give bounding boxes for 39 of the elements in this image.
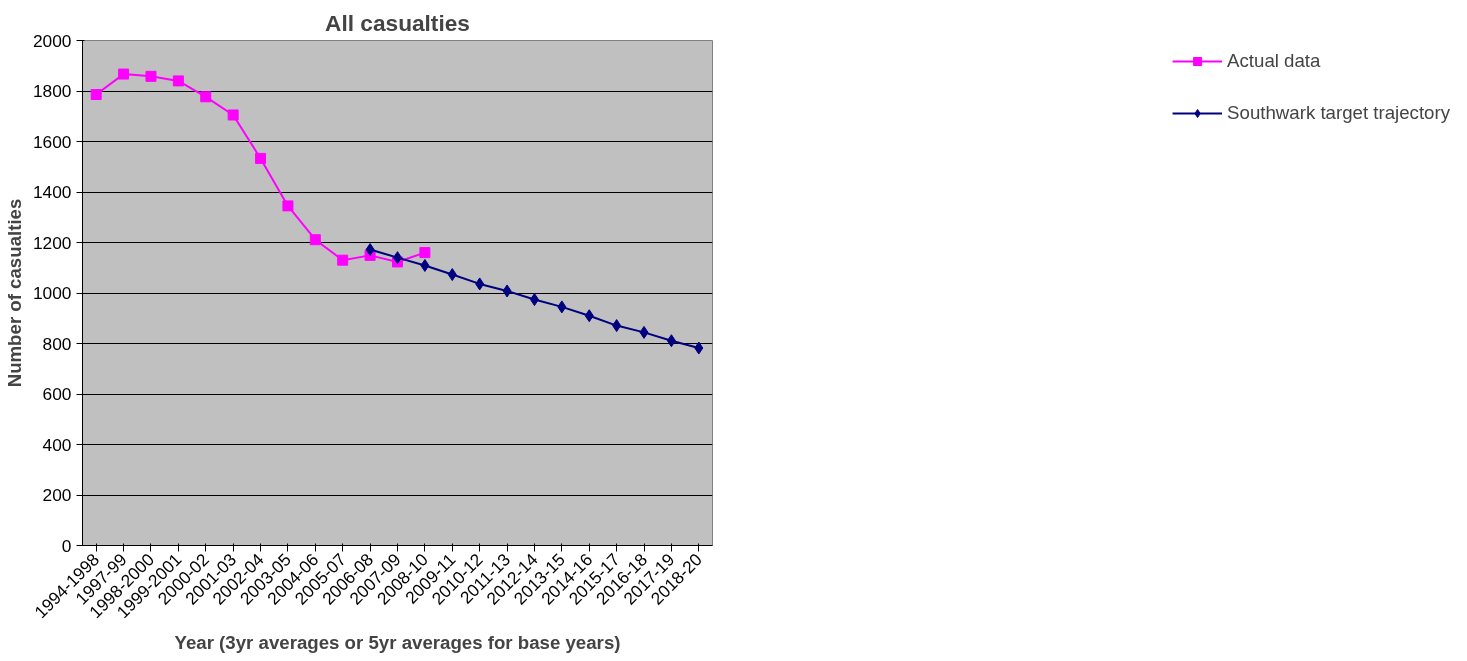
y-tick-label: 800 <box>42 333 72 354</box>
point <box>447 268 457 282</box>
legend-label: Actual data <box>1227 50 1321 72</box>
y-tick-label: 0 <box>61 535 72 556</box>
chart-title: All casualties <box>325 9 470 36</box>
y-tick-label: 1200 <box>32 232 72 253</box>
y-axis-title: Number of casualties <box>3 198 25 388</box>
y-tick-label: 1000 <box>32 283 72 303</box>
point <box>419 247 431 259</box>
point <box>639 325 649 339</box>
point <box>502 284 512 298</box>
point <box>200 91 212 103</box>
point <box>118 68 130 80</box>
y-tick-label: 200 <box>42 485 72 505</box>
point <box>557 300 567 314</box>
point <box>612 319 622 333</box>
point <box>255 152 267 164</box>
y-tick-label: 2000 <box>32 30 72 51</box>
point <box>337 254 349 266</box>
y-tick-label: 400 <box>42 434 72 455</box>
point <box>584 309 594 323</box>
x-axis-title: Year (3yr averages or 5yr averages for base years) <box>174 631 621 653</box>
point <box>529 293 539 307</box>
y-tick-label: 1400 <box>32 182 72 202</box>
point <box>282 200 294 212</box>
y-tick-label: 600 <box>42 384 72 404</box>
point <box>666 334 676 348</box>
point <box>90 89 102 101</box>
point <box>475 277 485 291</box>
point <box>309 234 321 246</box>
point <box>145 70 157 82</box>
y-tick-label: 1600 <box>32 131 72 152</box>
point <box>227 109 239 121</box>
y-tick-label: 1800 <box>32 81 72 101</box>
point <box>172 75 184 87</box>
point <box>694 341 704 355</box>
point <box>365 243 375 257</box>
point <box>420 258 430 272</box>
legend-label: Southwark target trajectory <box>1227 102 1450 124</box>
